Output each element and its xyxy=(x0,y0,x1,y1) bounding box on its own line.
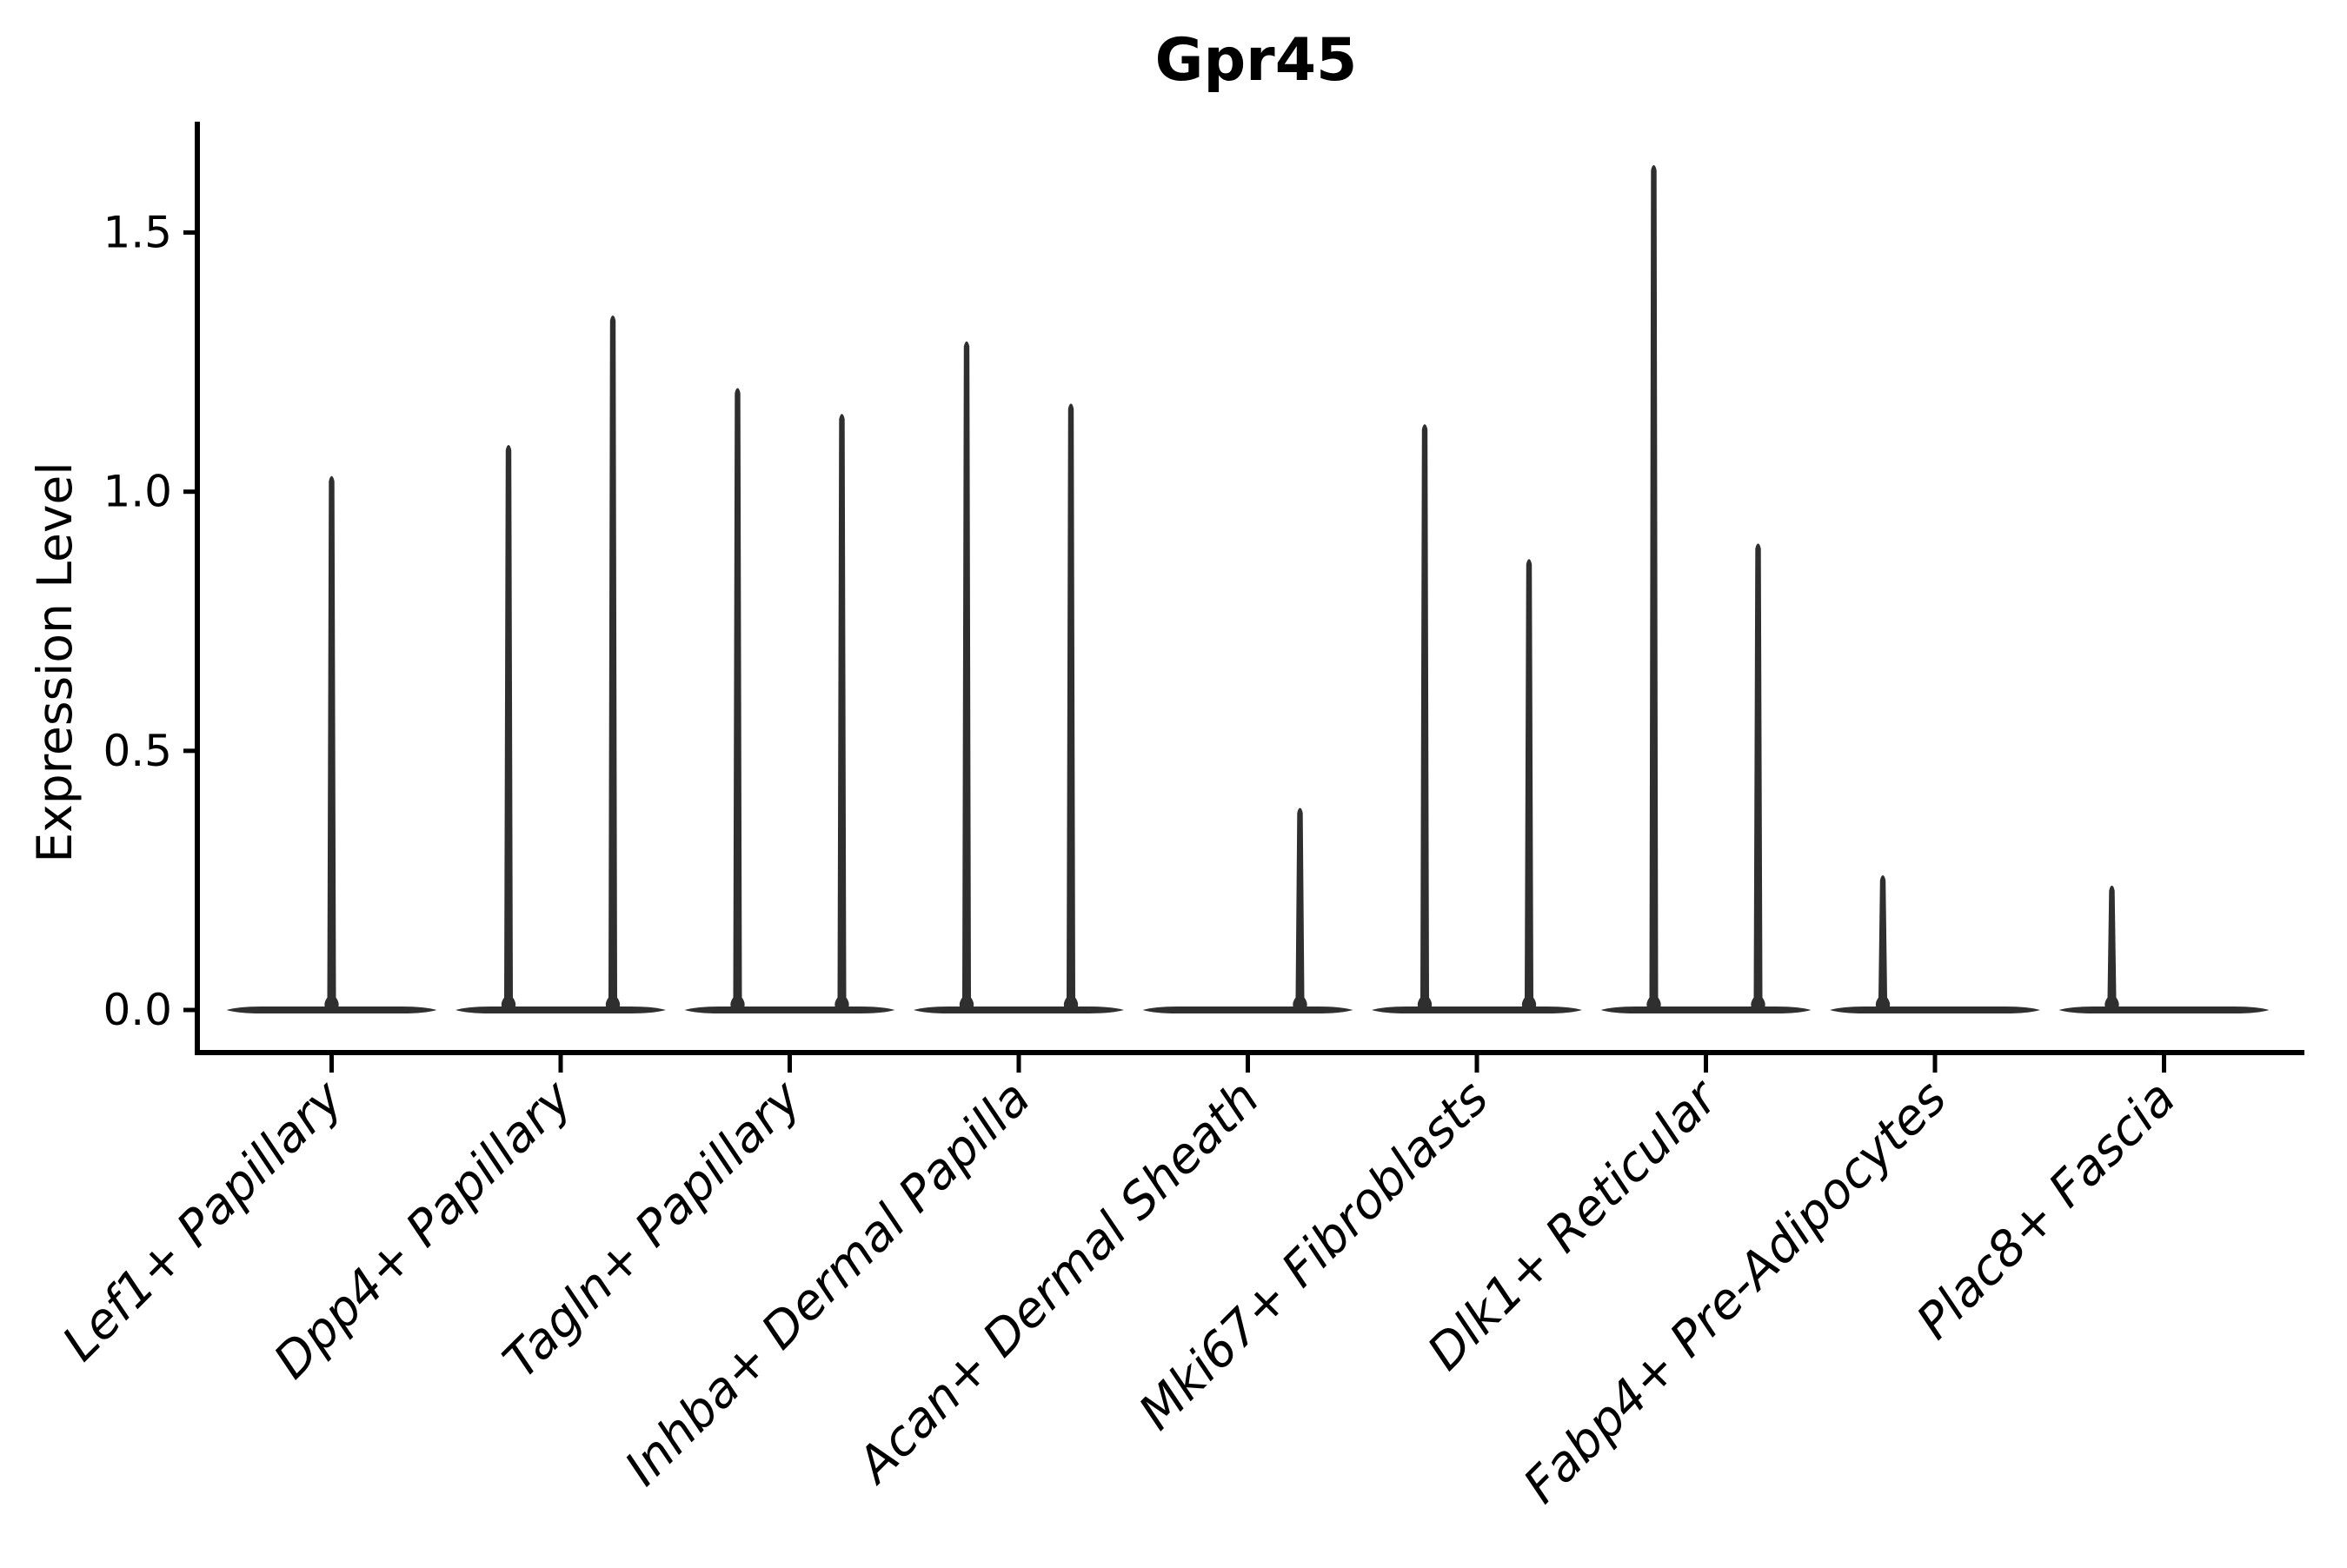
violin xyxy=(455,315,666,1013)
violin-spike xyxy=(959,341,974,1011)
x-category-label: Acan+ Dermal Sheath xyxy=(845,1070,1270,1495)
y-tick-label: 0.5 xyxy=(103,726,172,776)
y-axis-label: Expression Level xyxy=(27,462,83,862)
violin xyxy=(1600,165,1812,1013)
violin-baseline xyxy=(1600,1007,1812,1013)
violin-spike xyxy=(730,388,745,1011)
violin-baseline xyxy=(2058,1007,2270,1013)
x-category-label: Inhba+ Dermal Papilla xyxy=(615,1070,1041,1497)
violin xyxy=(684,388,895,1013)
violin xyxy=(1142,807,1353,1013)
y-tick-label: 0.0 xyxy=(103,985,172,1035)
violin xyxy=(1830,874,2040,1013)
violin-baseline xyxy=(914,1007,1124,1013)
violin-baseline xyxy=(1830,1007,2040,1013)
violin-baseline xyxy=(1142,1007,1353,1013)
violin-spike xyxy=(1751,543,1765,1011)
violin xyxy=(914,341,1124,1013)
violin-spike xyxy=(1417,424,1433,1011)
violin-spike xyxy=(1063,403,1079,1011)
violin-spike xyxy=(2104,885,2119,1011)
violin-spike xyxy=(605,315,621,1011)
x-category-label: Fabp4+ Pre-Adipocytes xyxy=(1513,1070,1958,1514)
violins xyxy=(226,165,2270,1013)
violin-spike xyxy=(1521,559,1537,1011)
x-axis-ticks xyxy=(329,1055,2166,1073)
violin-spike xyxy=(501,445,516,1011)
violin xyxy=(1372,424,1582,1013)
y-tick-label: 1.5 xyxy=(103,208,172,258)
violin-spike xyxy=(1875,874,1891,1011)
y-axis-ticks: 0.0 0.5 1.0 1.5 xyxy=(103,208,197,1035)
violin xyxy=(2058,885,2270,1013)
violin-baseline xyxy=(455,1007,666,1013)
violin-spike xyxy=(834,414,849,1011)
violin-spike xyxy=(1293,807,1307,1011)
violin-spike xyxy=(324,475,339,1011)
y-tick-label: 1.0 xyxy=(103,467,172,517)
violin xyxy=(226,475,437,1013)
violin-baseline xyxy=(684,1007,895,1013)
chart-title: Gpr45 xyxy=(1155,26,1358,95)
violin-spike xyxy=(1646,165,1661,1011)
violin-baseline xyxy=(1372,1007,1582,1013)
